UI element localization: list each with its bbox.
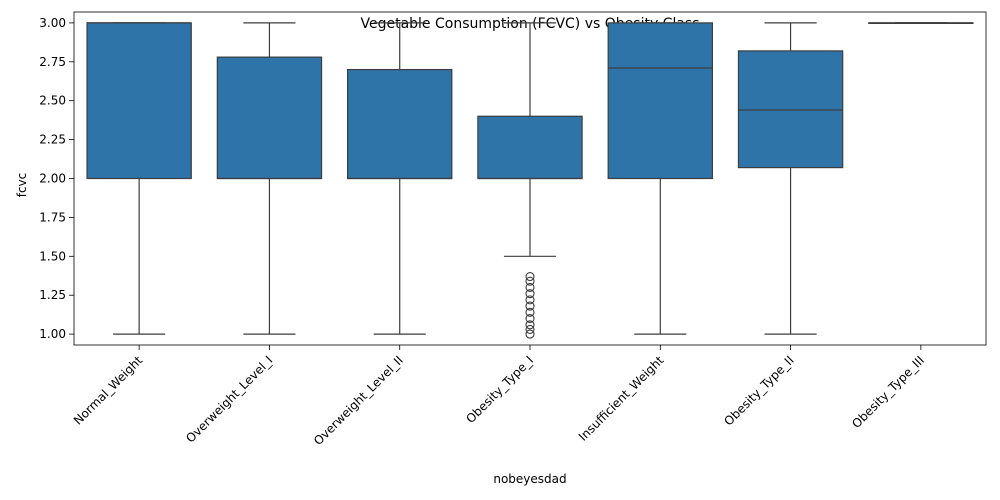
iqr-box	[86, 22, 192, 180]
box-group	[737, 22, 844, 335]
iqr-box	[216, 56, 323, 180]
x-tick-label: Obesity_Type_I	[463, 353, 536, 426]
outlier-point	[525, 289, 535, 299]
box-group	[868, 22, 974, 24]
x-tick-label: Insufficient_Weight	[576, 353, 667, 444]
outlier-point	[525, 320, 535, 330]
y-tick-label: 2.75	[39, 55, 66, 69]
y-tick-label: 1.75	[39, 210, 66, 224]
x-tick-label: Obesity_Type_II	[721, 353, 796, 428]
x-axis-label: nobeyesdad	[493, 472, 566, 486]
box-group	[216, 22, 323, 335]
iqr-box	[477, 115, 583, 180]
outlier-point	[525, 276, 535, 286]
box-group	[86, 22, 192, 335]
outlier-point	[525, 329, 535, 339]
x-tick-label: Overweight_Level_II	[311, 353, 406, 448]
x-tick-label: Normal_Weight	[71, 353, 146, 428]
outlier-point	[525, 301, 535, 311]
x-tick-label: Overweight_Level_I	[183, 353, 275, 445]
iqr-box	[607, 22, 714, 180]
iqr-box	[347, 68, 453, 180]
box-group	[607, 22, 714, 335]
y-tick-label: 1.50	[39, 249, 66, 263]
outlier-point	[525, 295, 535, 305]
plot-area	[86, 22, 974, 339]
iqr-box	[737, 50, 844, 169]
x-tick-label: Obesity_Type_III	[849, 353, 927, 431]
plot-frame	[73, 11, 987, 346]
box-group	[477, 22, 583, 339]
y-tick-label: 1.25	[39, 288, 66, 302]
outlier-point	[525, 313, 535, 324]
box-group	[347, 22, 453, 335]
y-tick-label: 3.00	[39, 16, 66, 30]
y-tick-label: 1.00	[39, 327, 66, 341]
x-axis: Normal_Weight Overweight_Level_I Overweigh…	[71, 345, 927, 448]
outlier-point	[525, 271, 535, 282]
outlier-point	[525, 324, 535, 334]
outlier-point	[525, 307, 535, 317]
y-tick-label: 2.50	[39, 94, 66, 108]
y-tick-label: 2.00	[39, 172, 66, 186]
y-axis-label: fcvc	[15, 173, 29, 198]
y-axis: 1.00 1.25 1.50 1.75 2.00 2.25 2.50 2.75 3.00	[39, 16, 74, 341]
outlier-point	[525, 282, 535, 292]
y-tick-label: 2.25	[39, 133, 66, 147]
